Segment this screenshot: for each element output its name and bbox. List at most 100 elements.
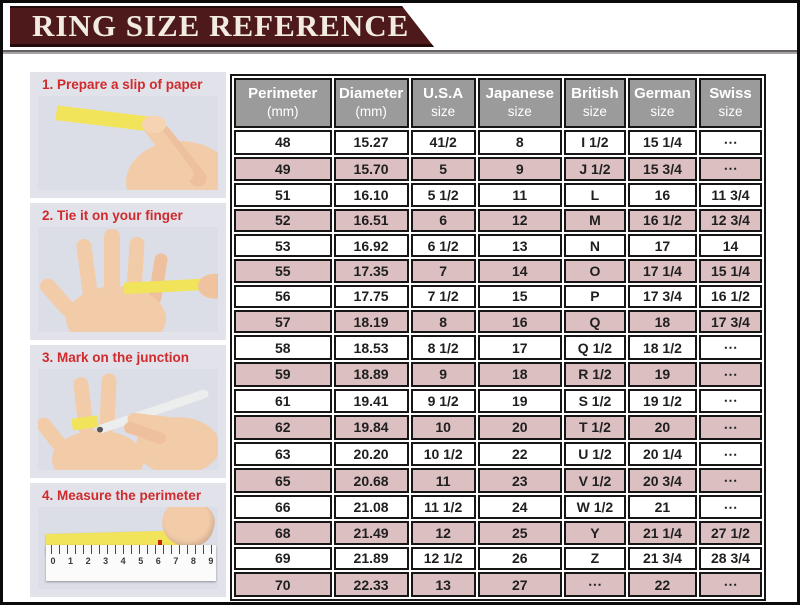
size-cell: 20 (627, 415, 697, 440)
size-cell: 53 (234, 233, 332, 258)
size-cell: 52 (234, 208, 332, 232)
step-3-photo (38, 369, 218, 470)
size-cell: 55 (234, 259, 332, 283)
size-cell: 7 (410, 259, 476, 283)
table-row: 55 17.35 7 14 O 17 1/4 15 1/4 (234, 259, 762, 283)
size-cell: 68 (234, 521, 332, 545)
step-2-label: 2. Tie it on your finger (42, 208, 183, 223)
pen-marking-illustration (38, 369, 218, 470)
size-cell: M (563, 208, 626, 232)
size-cell: V 1/2 (563, 468, 626, 493)
table-row: 58 18.53 8 1/2 17 Q 1/2 18 1/2 ⋯ (234, 335, 762, 361)
size-cell: 21.89 (333, 546, 409, 571)
ruler-number: 1 (68, 556, 74, 566)
table-row: 51 16.10 5 1/2 11 L 16 11 3/4 (234, 183, 762, 207)
size-cell: 57 (234, 310, 332, 334)
table-row: 52 16.51 6 12 M 16 1/2 12 3/4 (234, 208, 762, 232)
size-cell: 15 1/4 (698, 259, 762, 283)
size-cell: ⋯ (698, 441, 762, 467)
size-cell: 11 1/2 (410, 494, 476, 520)
size-cell: 9 (410, 362, 476, 387)
ruler-number: 2 (85, 556, 91, 566)
ring-size-table: Perimeter (mm) Diameter (mm) U.S.A size Japane… (232, 76, 764, 599)
size-cell: I 1/2 (563, 130, 626, 155)
size-cell: 23 (477, 468, 562, 493)
size-cell: 19 1/2 (627, 388, 697, 414)
size-cell: 17 (477, 335, 562, 361)
size-cell: 20 1/4 (627, 441, 697, 467)
size-cell: 62 (234, 415, 332, 440)
size-cell: 5 (410, 156, 476, 182)
hand-holding-slip-illustration (38, 96, 218, 190)
page-title: RING SIZE REFERENCE (32, 8, 410, 43)
size-cell: 19.84 (333, 415, 409, 440)
size-cell: Q 1/2 (563, 335, 626, 361)
ring-size-table-container: Perimeter (mm) Diameter (mm) U.S.A size Japane… (230, 74, 766, 601)
size-cell: 19 (477, 388, 562, 414)
size-cell: 12 1/2 (410, 546, 476, 571)
banner-top-edge (10, 6, 434, 8)
size-cell: 21 3/4 (627, 546, 697, 571)
size-cell: 63 (234, 441, 332, 467)
size-cell: ⋯ (698, 388, 762, 414)
size-cell: 17 3/4 (627, 284, 697, 309)
size-cell: 12 (410, 521, 476, 545)
table-row: 48 15.27 41/2 8 I 1/2 15 1/4 ⋯ (234, 130, 762, 155)
step-4-photo: 0 1 2 3 4 5 6 7 8 9 (38, 507, 218, 589)
size-cell: 15 1/4 (627, 130, 697, 155)
size-cell: Y (563, 521, 626, 545)
table-row: 69 21.89 12 1/2 26 Z 21 3/4 28 3/4 (234, 546, 762, 571)
step-panel-1: 1. Prepare a slip of paper (30, 72, 226, 198)
size-cell: 17 (627, 233, 697, 258)
table-row: 49 15.70 5 9 J 1/2 15 3/4 ⋯ (234, 156, 762, 182)
size-cell: 11 (477, 183, 562, 207)
size-cell: 13 (410, 572, 476, 597)
ruler-number: 6 (155, 556, 161, 566)
size-cell: ⋯ (563, 572, 626, 597)
size-cell: 12 (477, 208, 562, 232)
yellow-paper-strip (123, 277, 218, 295)
size-cell: 10 1/2 (410, 441, 476, 467)
size-cell: S 1/2 (563, 388, 626, 414)
column-header: U.S.A size (410, 78, 476, 128)
size-cell: 28 3/4 (698, 546, 762, 571)
size-cell: 22 (627, 572, 697, 597)
size-cell: 48 (234, 130, 332, 155)
size-cell: 9 (477, 156, 562, 182)
size-cell: 19.41 (333, 388, 409, 414)
size-cell: 26 (477, 546, 562, 571)
yellow-band (71, 415, 99, 431)
step-1-photo (38, 96, 218, 190)
size-cell: 5 1/2 (410, 183, 476, 207)
size-cell: 17 1/4 (627, 259, 697, 283)
ruler-number: 9 (208, 556, 214, 566)
size-cell: 56 (234, 284, 332, 309)
size-cell: T 1/2 (563, 415, 626, 440)
step-3-label: 3. Mark on the junction (42, 350, 190, 365)
size-cell: ⋯ (698, 362, 762, 387)
size-cell: 18.53 (333, 335, 409, 361)
size-cell: 8 1/2 (410, 335, 476, 361)
size-cell: 18.19 (333, 310, 409, 334)
size-cell: 70 (234, 572, 332, 597)
step-2-photo (38, 227, 218, 332)
size-cell: 59 (234, 362, 332, 387)
size-cell: W 1/2 (563, 494, 626, 520)
size-cell: L (563, 183, 626, 207)
size-cell: 12 3/4 (698, 208, 762, 232)
table-row: 66 21.08 11 1/2 24 W 1/2 21 ⋯ (234, 494, 762, 520)
size-cell: 66 (234, 494, 332, 520)
column-header: German size (627, 78, 697, 128)
size-cell: 25 (477, 521, 562, 545)
size-cell: 20 (477, 415, 562, 440)
table-row: 70 22.33 13 27 ⋯ 22 ⋯ (234, 572, 762, 597)
size-cell: 17.35 (333, 259, 409, 283)
size-cell: 11 3/4 (698, 183, 762, 207)
size-cell: N (563, 233, 626, 258)
size-cell: ⋯ (698, 494, 762, 520)
size-cell: 11 (410, 468, 476, 493)
size-cell: 41/2 (410, 130, 476, 155)
size-cell: 21 1/4 (627, 521, 697, 545)
size-cell: Q (563, 310, 626, 334)
ruler-number: 5 (138, 556, 144, 566)
